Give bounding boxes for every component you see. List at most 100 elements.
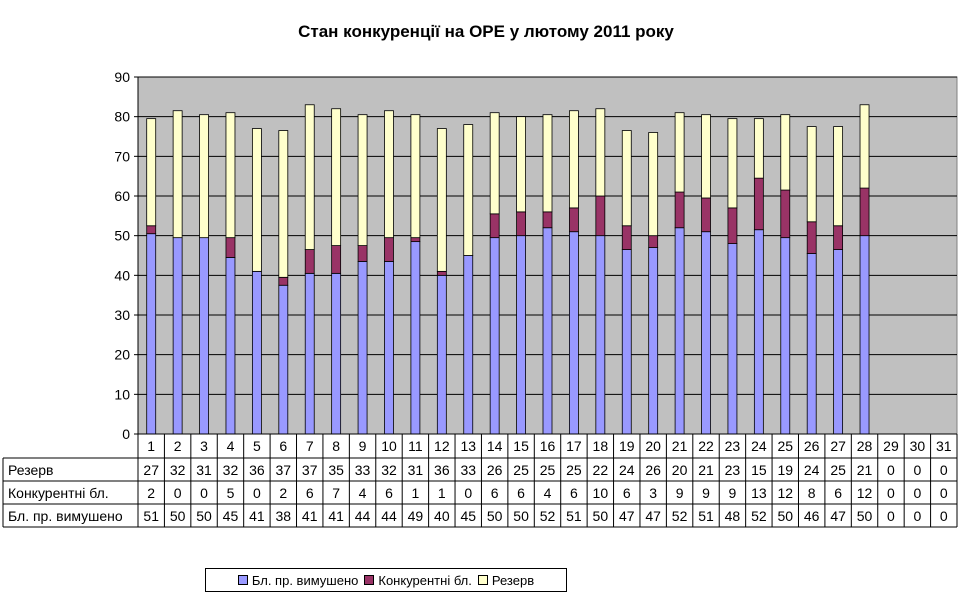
bar-reserve	[569, 110, 579, 209]
bar-forced	[199, 237, 209, 435]
data-label: 47	[619, 508, 635, 524]
data-label: 44	[355, 508, 371, 524]
data-label: 15	[751, 462, 767, 478]
data-label: 12	[777, 485, 793, 501]
data-label: 33	[355, 462, 371, 478]
category-label: 24	[751, 438, 767, 454]
data-label: 6	[385, 485, 393, 501]
data-label: 50	[487, 508, 503, 524]
bar-competitive	[621, 225, 632, 250]
bar-competitive	[304, 249, 315, 274]
bar-forced	[331, 272, 342, 435]
bar-reserve	[251, 128, 262, 272]
bar-competitive	[384, 237, 394, 262]
data-label: 35	[328, 462, 344, 478]
category-label: 21	[672, 438, 688, 454]
y-tick-label: 90	[114, 69, 130, 85]
series-label: Резерв	[8, 462, 53, 478]
bar-reserve	[727, 118, 738, 209]
data-label: 37	[302, 462, 318, 478]
category-label: 12	[434, 438, 450, 454]
y-tick-label: 50	[114, 228, 130, 244]
data-label: 21	[857, 462, 873, 478]
data-label: 1	[438, 485, 446, 501]
data-label: 6	[834, 485, 842, 501]
data-label: 19	[777, 462, 793, 478]
y-tick-label: 10	[114, 386, 130, 402]
bar-reserve	[304, 104, 315, 250]
data-label: 50	[170, 508, 186, 524]
legend-swatch-reserve	[477, 575, 488, 585]
category-label: 14	[487, 438, 503, 454]
bar-competitive	[516, 211, 526, 237]
y-tick-label: 40	[114, 267, 130, 283]
bar-reserve	[384, 110, 394, 239]
data-label: 48	[725, 508, 741, 524]
bar-reserve	[621, 130, 632, 227]
bar-reserve	[542, 114, 553, 213]
bar-forced	[648, 247, 659, 435]
data-label: 51	[143, 508, 159, 524]
data-label: 6	[306, 485, 314, 501]
data-label: 52	[751, 508, 767, 524]
y-tick-label: 20	[114, 347, 130, 363]
legend-swatch-forced	[237, 575, 248, 585]
category-label: 19	[619, 438, 635, 454]
category-label: 20	[645, 438, 661, 454]
bar-forced	[225, 257, 236, 435]
bar-forced	[516, 235, 526, 435]
data-label: 2	[279, 485, 287, 501]
data-label: 36	[249, 462, 265, 478]
bar-competitive	[674, 191, 685, 229]
data-label: 0	[913, 485, 921, 501]
data-label: 0	[940, 508, 948, 524]
bar-forced	[859, 235, 870, 435]
bar-competitive	[542, 211, 553, 229]
bar-forced	[833, 249, 844, 435]
bar-forced	[806, 253, 817, 435]
bar-competitive	[331, 245, 342, 274]
bar-forced	[780, 237, 791, 435]
data-label: 46	[804, 508, 820, 524]
data-label: 4	[359, 485, 367, 501]
bar-forced	[595, 235, 606, 435]
category-label: 7	[306, 438, 314, 454]
data-label: 32	[223, 462, 239, 478]
series-label: Конкурентні бл.	[8, 485, 109, 501]
data-label: 50	[777, 508, 793, 524]
data-label: 47	[830, 508, 846, 524]
category-label: 4	[227, 438, 235, 454]
bar-forced	[172, 237, 183, 435]
bar-competitive	[569, 207, 579, 233]
data-label: 0	[174, 485, 182, 501]
category-label: 30	[910, 438, 926, 454]
category-label: 6	[279, 438, 287, 454]
data-label: 9	[676, 485, 684, 501]
data-label: 0	[464, 485, 472, 501]
bar-forced	[753, 229, 764, 435]
bar-forced	[542, 227, 553, 435]
bar-forced	[436, 274, 447, 435]
data-label: 6	[517, 485, 525, 501]
bar-reserve	[463, 124, 474, 256]
data-label: 24	[804, 462, 820, 478]
data-label: 9	[702, 485, 710, 501]
data-label: 21	[698, 462, 714, 478]
bar-forced	[304, 272, 315, 435]
bar-reserve	[859, 104, 870, 189]
data-label: 51	[698, 508, 714, 524]
data-label: 32	[381, 462, 397, 478]
data-label: 31	[196, 462, 212, 478]
bar-reserve	[278, 130, 289, 278]
bar-forced	[146, 233, 157, 435]
bar-competitive	[701, 197, 711, 233]
data-label: 0	[887, 462, 895, 478]
data-label: 23	[725, 462, 741, 478]
data-label: 44	[381, 508, 397, 524]
y-tick-label: 80	[114, 109, 130, 125]
data-label: 49	[408, 508, 424, 524]
bar-reserve	[357, 114, 368, 246]
bar-competitive	[436, 270, 447, 276]
data-label: 1	[412, 485, 420, 501]
